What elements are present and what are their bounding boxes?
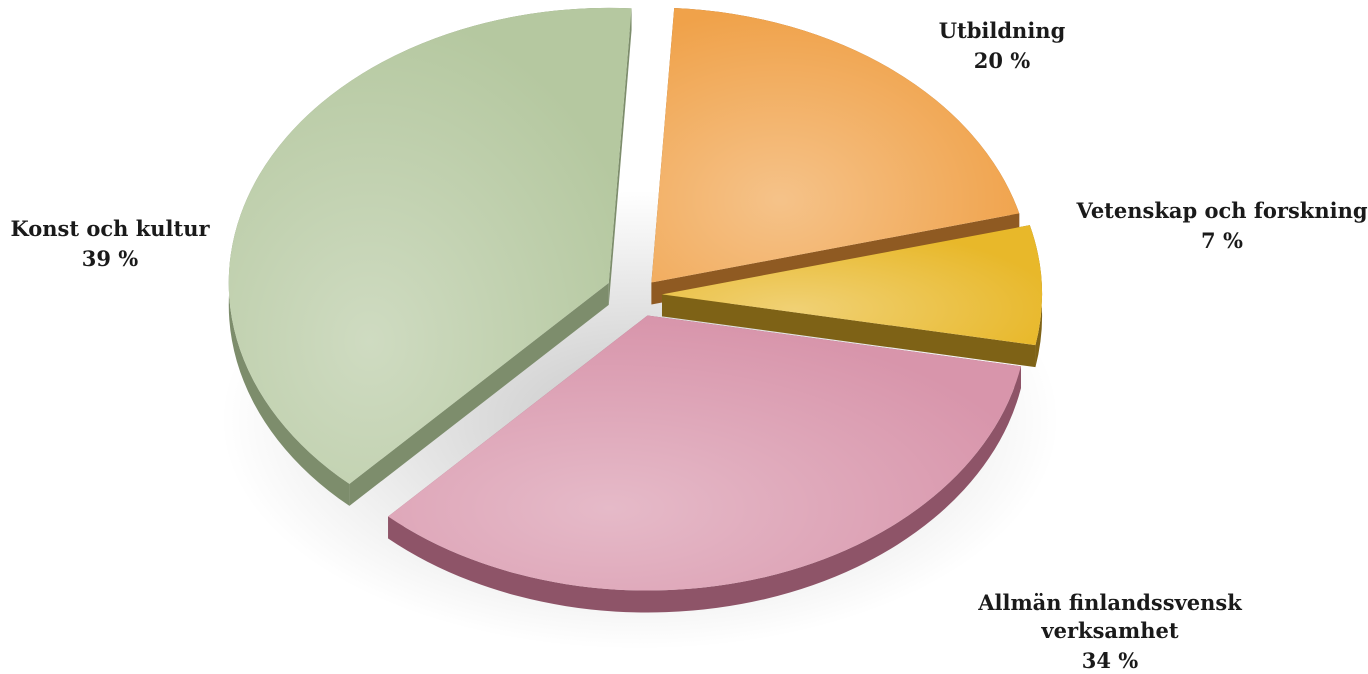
pie-slice-1 <box>661 225 1042 368</box>
slice-name-2b: verksamhet <box>1040 618 1178 643</box>
slice-label-0: Utbildning 20 % <box>939 18 1066 73</box>
pie-slices <box>228 7 1042 613</box>
pie-slice-2 <box>388 315 1021 613</box>
pie-slice-3 <box>228 7 632 506</box>
slice-label-2: Allmän finlandssvensk verksamhet 34 % <box>977 590 1242 673</box>
slice-value-1: 7 % <box>1201 228 1243 253</box>
slice-label-1: Vetenskap och forskning 7 % <box>1075 198 1367 253</box>
slice-value-0: 20 % <box>974 48 1031 73</box>
slice-wall-end-1 <box>661 294 1036 368</box>
slice-shine-2 <box>388 315 1021 591</box>
slice-name-1: Vetenskap och forskning <box>1075 198 1367 223</box>
slice-value-2: 34 % <box>1082 648 1139 673</box>
slice-label-3: Konst och kultur 39 % <box>10 216 210 271</box>
slice-rim-2 <box>388 366 1021 613</box>
slice-wall-end-3 <box>608 8 632 305</box>
slice-wall-start-3 <box>349 282 609 506</box>
slice-name-3: Konst och kultur <box>10 216 210 241</box>
slice-shine-1 <box>661 225 1042 346</box>
pie-slice-0 <box>651 7 1020 305</box>
slice-shine-3 <box>228 7 632 484</box>
slice-shine-0 <box>651 7 1020 283</box>
slice-name-2a: Allmän finlandssvensk <box>977 590 1242 615</box>
slice-value-3: 39 % <box>82 246 139 271</box>
slice-name-0: Utbildning <box>939 18 1066 43</box>
